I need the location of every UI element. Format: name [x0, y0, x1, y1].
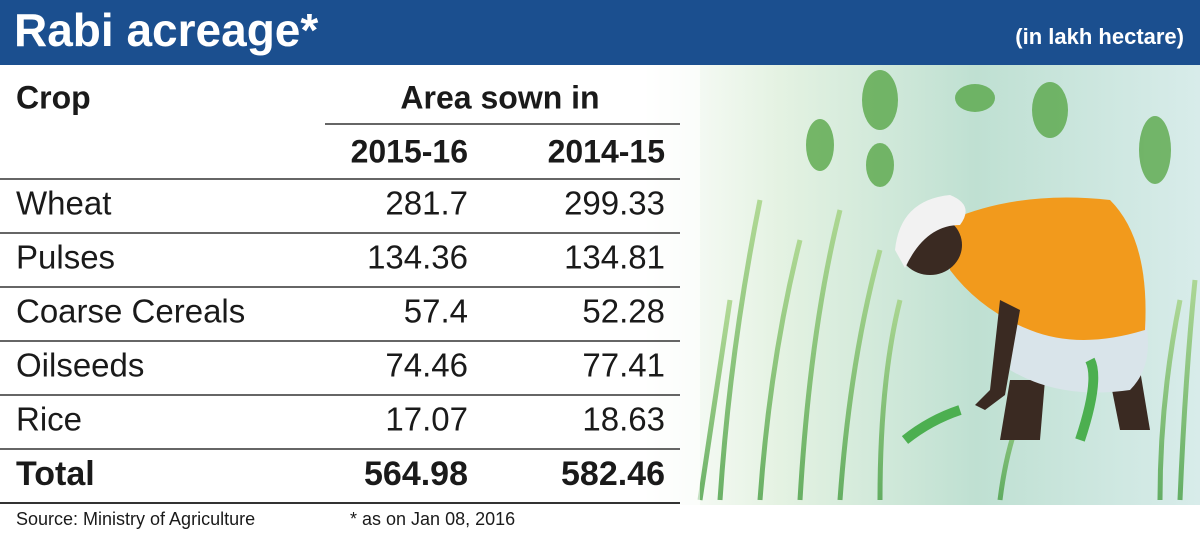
cell-value: 134.36	[367, 239, 468, 276]
unit: (in lakh hectare)	[1015, 24, 1184, 49]
source: Source: Ministry of Agriculture	[16, 509, 255, 529]
cell-value: 74.46	[385, 347, 468, 384]
cell-value: 77.41	[582, 347, 665, 384]
year-header: 2014-15	[548, 133, 665, 169]
cell-crop: Wheat	[16, 185, 111, 222]
cell-value: 582.46	[561, 455, 665, 493]
cell-crop: Rice	[16, 401, 82, 438]
cell-crop: Oilseeds	[16, 347, 144, 384]
cell-value: 281.7	[385, 185, 468, 222]
column-header: Crop	[16, 79, 91, 115]
farmer	[895, 195, 1150, 444]
photo	[640, 65, 1200, 505]
title: Rabi acreage*	[14, 4, 318, 56]
cell-value: 52.28	[582, 293, 665, 330]
cell-crop: Pulses	[16, 239, 115, 276]
cell-value: 57.4	[404, 293, 468, 330]
cell-crop: Total	[16, 455, 95, 493]
cell-value: 564.98	[364, 455, 468, 493]
cell-value: 18.63	[582, 401, 665, 438]
cell-value: 134.81	[564, 239, 665, 276]
column-group: Area sown in	[400, 79, 599, 115]
cell-value: 17.07	[385, 401, 468, 438]
cell-value: 299.33	[564, 185, 665, 222]
year-header: 2015-16	[351, 133, 468, 169]
cell-crop: Coarse Cereals	[16, 293, 245, 330]
table: Crop Area sown in 2015-16 2014-15 Wheat 2…	[0, 79, 680, 504]
note: * as on Jan 08, 2016	[350, 509, 515, 529]
header-bar	[0, 0, 1200, 65]
